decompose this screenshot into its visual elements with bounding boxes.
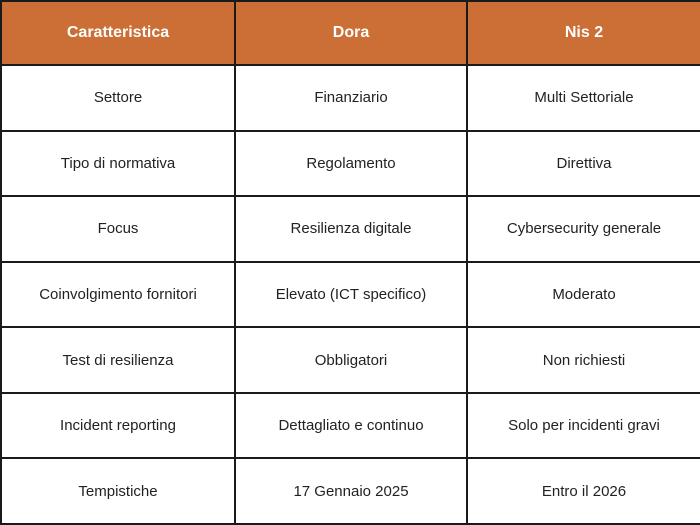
header-cell: Caratteristica [0,0,236,66]
table-cell: Moderato [466,260,700,329]
table-cell: 17 Gennaio 2025 [234,457,468,525]
table-row: Focus Resilienza digitale Cybersecurity ge… [0,195,700,263]
table-cell: Incident reporting [0,391,236,460]
table-cell: Resilienza digitale [234,195,468,263]
header-cell: Nis 2 [466,0,700,66]
table-cell: Multi Settoriale [466,64,700,132]
table-cell: Coinvolgimento fornitori [0,260,236,329]
header-row: Caratteristica Dora Nis 2 [0,0,700,66]
table-row: Tempistiche 17 Gennaio 2025 Entro il 2026 [0,457,700,525]
table-row: Test di resilienza Obbligatori Non richies… [0,326,700,394]
table-cell: Cybersecurity generale [466,195,700,263]
table-cell: Tipo di normativa [0,129,236,198]
table-cell: Regolamento [234,129,468,198]
header-cell: Dora [234,0,468,66]
table-row: Coinvolgimento fornitori Elevato (ICT spe… [0,260,700,329]
table-row: Tipo di normativa Regolamento Direttiva [0,129,700,198]
table-cell: Direttiva [466,129,700,198]
table-cell: Non richiesti [466,326,700,394]
table-cell: Focus [0,195,236,263]
table-cell: Elevato (ICT specifico) [234,260,468,329]
table-cell: Test di resilienza [0,326,236,394]
table-cell: Obbligatori [234,326,468,394]
table-row: Settore Finanziario Multi Settoriale [0,64,700,132]
table-cell: Solo per incidenti gravi [466,391,700,460]
table-row: Incident reporting Dettagliato e continuo… [0,391,700,460]
table-cell: Entro il 2026 [466,457,700,525]
table-cell: Finanziario [234,64,468,132]
table-cell: Settore [0,64,236,132]
table-cell: Tempistiche [0,457,236,525]
table-cell: Dettagliato e continuo [234,391,468,460]
